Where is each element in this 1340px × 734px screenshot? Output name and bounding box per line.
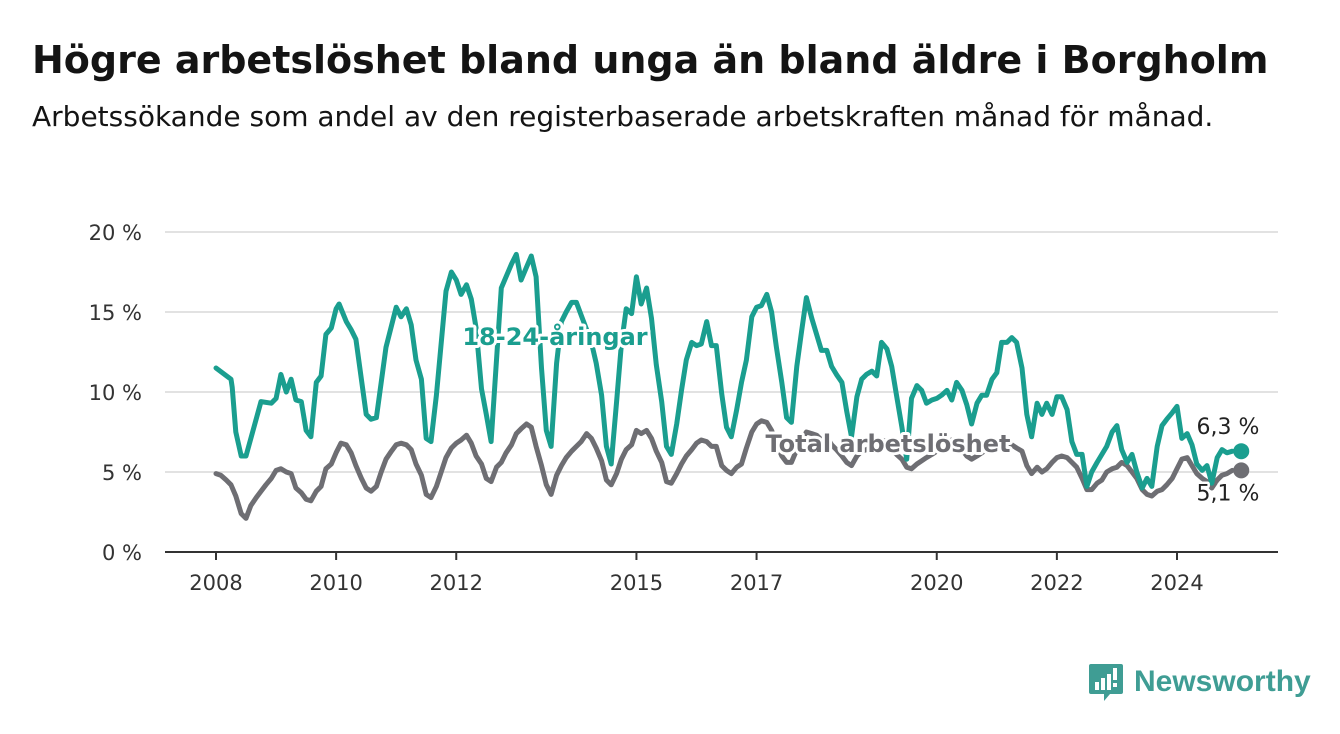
x-tick-label: 2017: [730, 571, 783, 595]
x-tick-label: 2012: [430, 571, 483, 595]
series-line-1: [213, 418, 1235, 521]
series-lines: [213, 251, 1235, 521]
y-tick-label: 0 %: [102, 541, 142, 565]
page-title: Högre arbetslöshet bland unga än bland ä…: [32, 38, 1269, 82]
page-subtitle: Arbetssökande som andel av den registerb…: [32, 100, 1214, 133]
end-point-dot: [1233, 443, 1250, 460]
y-tick-label: 20 %: [89, 221, 142, 245]
x-tick-label: 2015: [610, 571, 663, 595]
end-value-label: 6,3 %: [1197, 415, 1260, 440]
y-axis-ticks: 0 % 5 % 10 % 15 % 20 %: [89, 221, 142, 565]
end-point-dot: [1233, 462, 1250, 479]
x-tick-label: 2022: [1030, 571, 1083, 595]
x-tick-label: 2020: [910, 571, 963, 595]
bar-chart-logo-icon: [1089, 664, 1123, 701]
series-line-0: [213, 251, 1235, 491]
series-name-label: Total arbetslöshet: [765, 430, 1010, 458]
x-axis: 2008 2010 2012 2015 2017 2020 2022 2024: [165, 551, 1278, 595]
y-tick-label: 10 %: [89, 381, 142, 405]
series-labels: 18-24-åringar Total arbetslöshet 6,3 % 5,1 …: [459, 319, 1262, 509]
y-tick-label: 15 %: [89, 301, 142, 325]
newsworthy-logo: Newsworthy: [1088, 660, 1311, 704]
brand-name: Newsworthy: [1134, 665, 1311, 698]
end-value-label: 5,1 %: [1197, 481, 1260, 506]
x-tick-label: 2008: [189, 571, 242, 595]
x-tick-label: 2024: [1150, 571, 1203, 595]
series-name-label: 18-24-åringar: [462, 322, 647, 351]
y-tick-label: 5 %: [102, 461, 142, 485]
x-tick-label: 2010: [309, 571, 362, 595]
